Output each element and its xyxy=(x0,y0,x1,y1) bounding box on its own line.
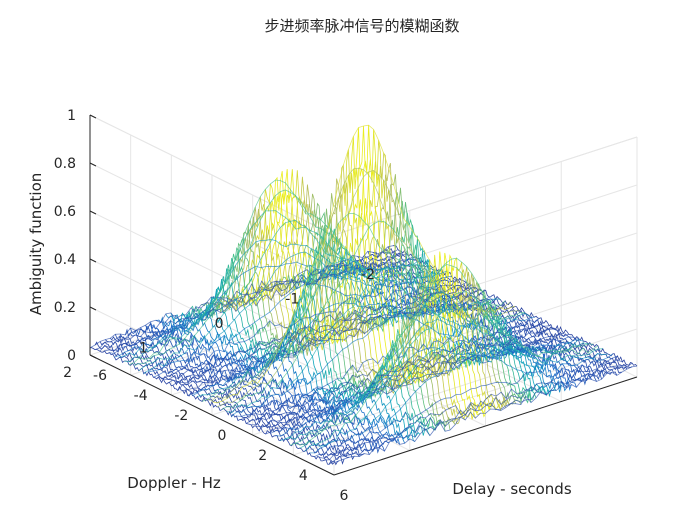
surface-column xyxy=(328,362,633,465)
z-axis-label: Ambiguity function xyxy=(27,173,45,316)
x-tick-label: 4 xyxy=(299,468,308,484)
surface-column xyxy=(187,296,491,396)
x-tick-label: 0 xyxy=(218,428,227,444)
y-tick-label: -2 xyxy=(361,267,375,283)
surface-column xyxy=(143,251,447,375)
surface-column xyxy=(182,289,486,391)
surface-column xyxy=(285,291,589,440)
surface-column xyxy=(124,210,428,363)
surface-column xyxy=(158,279,462,379)
surface-column xyxy=(221,220,525,411)
surface-column xyxy=(211,124,516,404)
z-tick-label: 0.6 xyxy=(54,204,76,220)
z-tick xyxy=(89,210,97,215)
z-tick xyxy=(89,114,97,119)
surface-column xyxy=(333,365,638,464)
surface-column xyxy=(138,219,443,372)
z-tick xyxy=(89,258,97,263)
box-edge xyxy=(89,114,335,236)
surface-column xyxy=(172,287,477,386)
z-tick xyxy=(89,306,97,311)
surface-column xyxy=(265,333,569,435)
grid-line xyxy=(333,328,638,428)
surface-column xyxy=(324,364,628,461)
z-tick-label: 1 xyxy=(67,108,76,124)
y-axis-label: Doppler - Hz xyxy=(127,474,221,492)
x-tick-label: -6 xyxy=(93,368,107,384)
z-tick xyxy=(89,354,97,359)
surface-column xyxy=(260,332,564,428)
surface-column xyxy=(314,355,618,457)
y-tick-label: 1 xyxy=(139,341,148,357)
surface-column xyxy=(275,337,579,437)
x-tick-label: -4 xyxy=(134,388,148,404)
z-tick-label: 0.2 xyxy=(54,300,76,316)
surface-mesh xyxy=(89,124,638,466)
surface-column xyxy=(294,257,599,446)
grid-line xyxy=(89,210,335,332)
x-tick-label: 2 xyxy=(258,448,267,464)
delay-axis-line xyxy=(333,376,638,476)
y-tick-label: 0 xyxy=(215,316,224,332)
surface-column xyxy=(319,359,623,459)
x-tick-label: -2 xyxy=(174,408,188,424)
chart-title: 步进频率脉冲信号的模糊函数 xyxy=(264,17,459,35)
surface-column xyxy=(148,275,452,373)
surface-column xyxy=(114,258,418,358)
axis-layer xyxy=(89,114,638,476)
y-tick-label: -1 xyxy=(285,292,299,308)
surface-column xyxy=(192,298,496,396)
y-tick-label: 2 xyxy=(63,365,72,381)
doppler-axis-line xyxy=(89,354,335,476)
z-tick-label: 0.4 xyxy=(54,252,76,268)
surface-column xyxy=(245,323,550,424)
surface-column xyxy=(270,336,574,434)
surface-column xyxy=(128,179,433,366)
x-axis-label: Delay - seconds xyxy=(452,480,571,498)
surface-column xyxy=(280,318,584,441)
surface-column xyxy=(153,278,457,378)
grid-line xyxy=(89,258,335,380)
x-tick-label: 6 xyxy=(340,488,349,504)
grid-line xyxy=(333,280,638,380)
surface-column xyxy=(304,323,608,452)
z-tick-label: 0.8 xyxy=(54,156,76,172)
surface-column xyxy=(99,252,403,352)
surface-column xyxy=(119,239,423,358)
z-tick-label: 0 xyxy=(67,348,76,364)
surface-column xyxy=(241,322,545,420)
z-tick xyxy=(89,162,97,167)
surface-column xyxy=(89,245,394,349)
surface-column xyxy=(133,189,438,366)
surface-column xyxy=(163,282,467,380)
surface-column xyxy=(299,291,603,449)
surface-column xyxy=(231,315,535,417)
surface-column xyxy=(207,167,511,401)
surface-column xyxy=(309,353,613,454)
box-edge xyxy=(333,136,638,236)
surface-column xyxy=(104,254,408,352)
